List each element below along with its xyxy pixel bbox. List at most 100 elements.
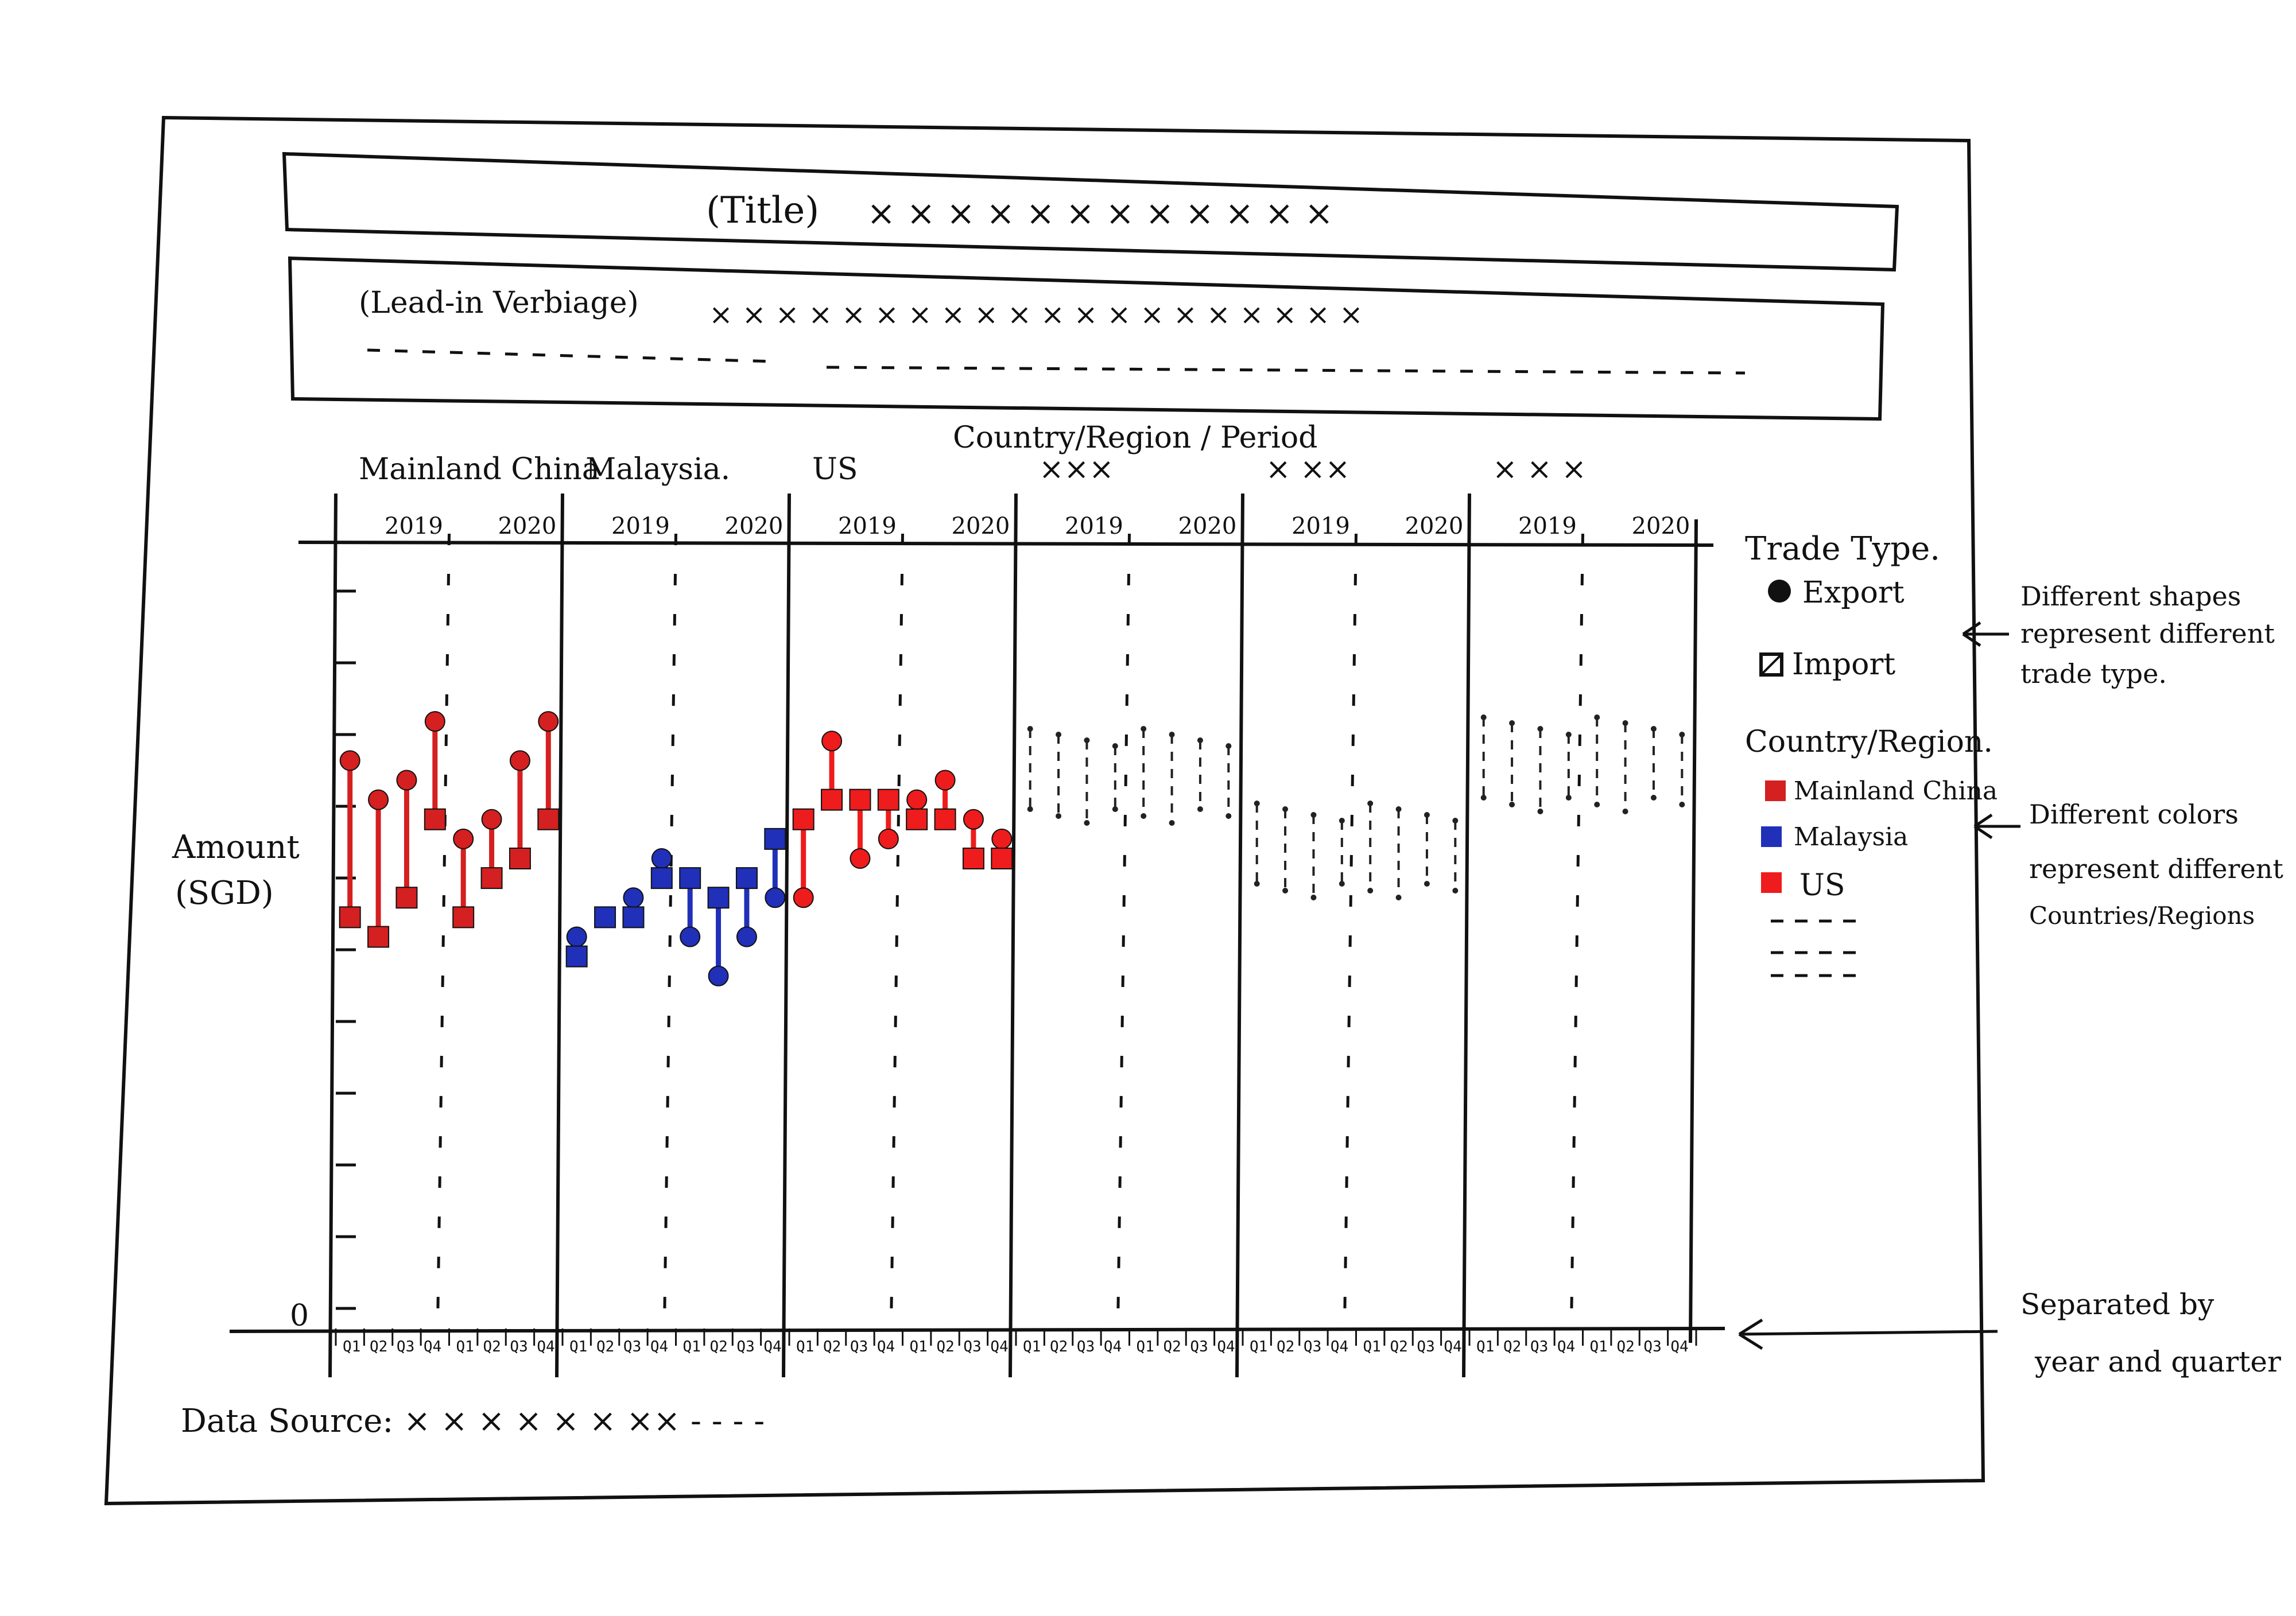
import-point bbox=[565, 945, 588, 968]
year-divider bbox=[663, 533, 677, 1326]
import-point bbox=[707, 887, 730, 909]
year-label: 2019 bbox=[838, 513, 897, 539]
year-label: 2020 bbox=[1632, 513, 1690, 539]
annotation-shapes-line2: represent different bbox=[2020, 618, 2275, 649]
import-point bbox=[735, 867, 758, 889]
placeholder-point bbox=[1650, 795, 1657, 801]
y-axis-label: Amount bbox=[172, 829, 300, 866]
import-point bbox=[395, 887, 418, 909]
annotation-colors-line3: Countries/Regions bbox=[2029, 902, 2255, 930]
legend-china-label: Mainland China bbox=[1794, 776, 1998, 806]
import-point bbox=[679, 867, 701, 889]
axis-top-label: Country/Region / Period bbox=[953, 421, 1317, 455]
import-point bbox=[339, 906, 361, 929]
arrow-colors bbox=[1973, 813, 2020, 840]
placeholder-point bbox=[1310, 895, 1317, 900]
export-point bbox=[538, 711, 559, 732]
panel-name: × × × bbox=[1492, 452, 1587, 487]
legend-export-marker bbox=[1768, 580, 1791, 603]
year-divider bbox=[436, 533, 451, 1326]
panel-name: Malaysia. bbox=[585, 452, 730, 487]
import-point bbox=[906, 808, 928, 830]
import-point bbox=[594, 906, 616, 929]
x-axis-line bbox=[229, 1327, 1725, 1333]
import-point bbox=[849, 788, 871, 811]
placeholder-point bbox=[1339, 818, 1345, 823]
export-point bbox=[906, 789, 928, 810]
placeholder-point bbox=[1679, 802, 1685, 807]
year-label: 2019 bbox=[1518, 513, 1577, 539]
legend-malaysia-label: Malaysia bbox=[1794, 822, 1908, 852]
export-point bbox=[424, 711, 445, 732]
legend-malaysia-swatch bbox=[1761, 826, 1782, 847]
import-point bbox=[962, 848, 984, 869]
placeholder-point bbox=[1197, 737, 1203, 743]
leadin-placeholder: × × × × × × × × × × × × × × × × × × × × bbox=[709, 298, 1363, 331]
import-point bbox=[650, 867, 673, 889]
year-divider bbox=[1116, 533, 1131, 1326]
export-point bbox=[368, 789, 389, 810]
title-box: (Title) × × × × × × × × × × × × bbox=[282, 152, 1899, 272]
year-divider bbox=[1343, 533, 1358, 1326]
export-point bbox=[963, 809, 984, 830]
annotation-shapes: Different shapes represent different tra… bbox=[1962, 581, 2275, 689]
legend-country-title: Country/Region. bbox=[1745, 725, 1993, 759]
year-label: 2020 bbox=[1178, 513, 1237, 539]
placeholder-point bbox=[1141, 726, 1147, 732]
placeholder-point bbox=[1679, 732, 1685, 737]
legend-export-label: Export bbox=[1802, 576, 1905, 610]
placeholder-point bbox=[1594, 714, 1600, 720]
placeholder-point bbox=[1225, 743, 1232, 749]
legend-trade-title: Trade Type. bbox=[1745, 530, 1940, 568]
placeholder-point bbox=[1509, 802, 1515, 807]
placeholder-point bbox=[1452, 888, 1459, 894]
year-label: 2020 bbox=[498, 513, 557, 539]
placeholder-point bbox=[1254, 801, 1260, 806]
title-label: (Title) bbox=[706, 189, 819, 232]
placeholder-point bbox=[1254, 881, 1260, 887]
export-point bbox=[339, 750, 360, 771]
annotation-separation: Separated by year and quarter bbox=[1738, 1288, 2281, 1378]
placeholder-point bbox=[1112, 743, 1118, 749]
annotation-shapes-line3: trade type. bbox=[2020, 658, 2167, 689]
export-point bbox=[878, 828, 899, 849]
panel-divider bbox=[1462, 493, 1471, 1378]
annotation-colors-line1: Different colors bbox=[2029, 799, 2239, 830]
year-divider bbox=[1570, 533, 1584, 1326]
import-point bbox=[509, 848, 531, 869]
import-point bbox=[424, 808, 446, 830]
legend-more-placeholder bbox=[1771, 919, 1857, 977]
import-point bbox=[821, 788, 843, 811]
y-axis-ticks bbox=[336, 589, 356, 1310]
import-point bbox=[367, 926, 390, 948]
export-point bbox=[934, 770, 956, 791]
arrow-shapes bbox=[1962, 621, 2009, 647]
export-point bbox=[623, 887, 644, 908]
year-label: 2020 bbox=[1405, 513, 1464, 539]
placeholder-point bbox=[1424, 812, 1430, 818]
annotation-sep-line2: year and quarter bbox=[2034, 1345, 2281, 1378]
placeholder-point bbox=[1509, 720, 1515, 726]
placeholder-point bbox=[1169, 732, 1175, 737]
placeholder-point bbox=[1367, 888, 1374, 894]
placeholder-point bbox=[1027, 806, 1033, 812]
panel-divider bbox=[328, 493, 338, 1378]
placeholder-point bbox=[1537, 809, 1543, 814]
placeholder-point bbox=[1339, 881, 1345, 887]
placeholder-point bbox=[1537, 726, 1543, 732]
placeholder-point bbox=[1424, 881, 1430, 887]
export-point bbox=[680, 926, 701, 947]
import-point bbox=[877, 788, 899, 811]
import-point bbox=[480, 867, 503, 889]
placeholder-point bbox=[1367, 801, 1374, 806]
placeholder-point bbox=[1112, 806, 1118, 812]
year-label: 2020 bbox=[725, 513, 784, 539]
placeholder-point bbox=[1452, 818, 1459, 823]
data-source: Data Source: × × × × × × ×× - - - - bbox=[181, 1403, 765, 1440]
placeholder-point bbox=[1622, 809, 1628, 814]
